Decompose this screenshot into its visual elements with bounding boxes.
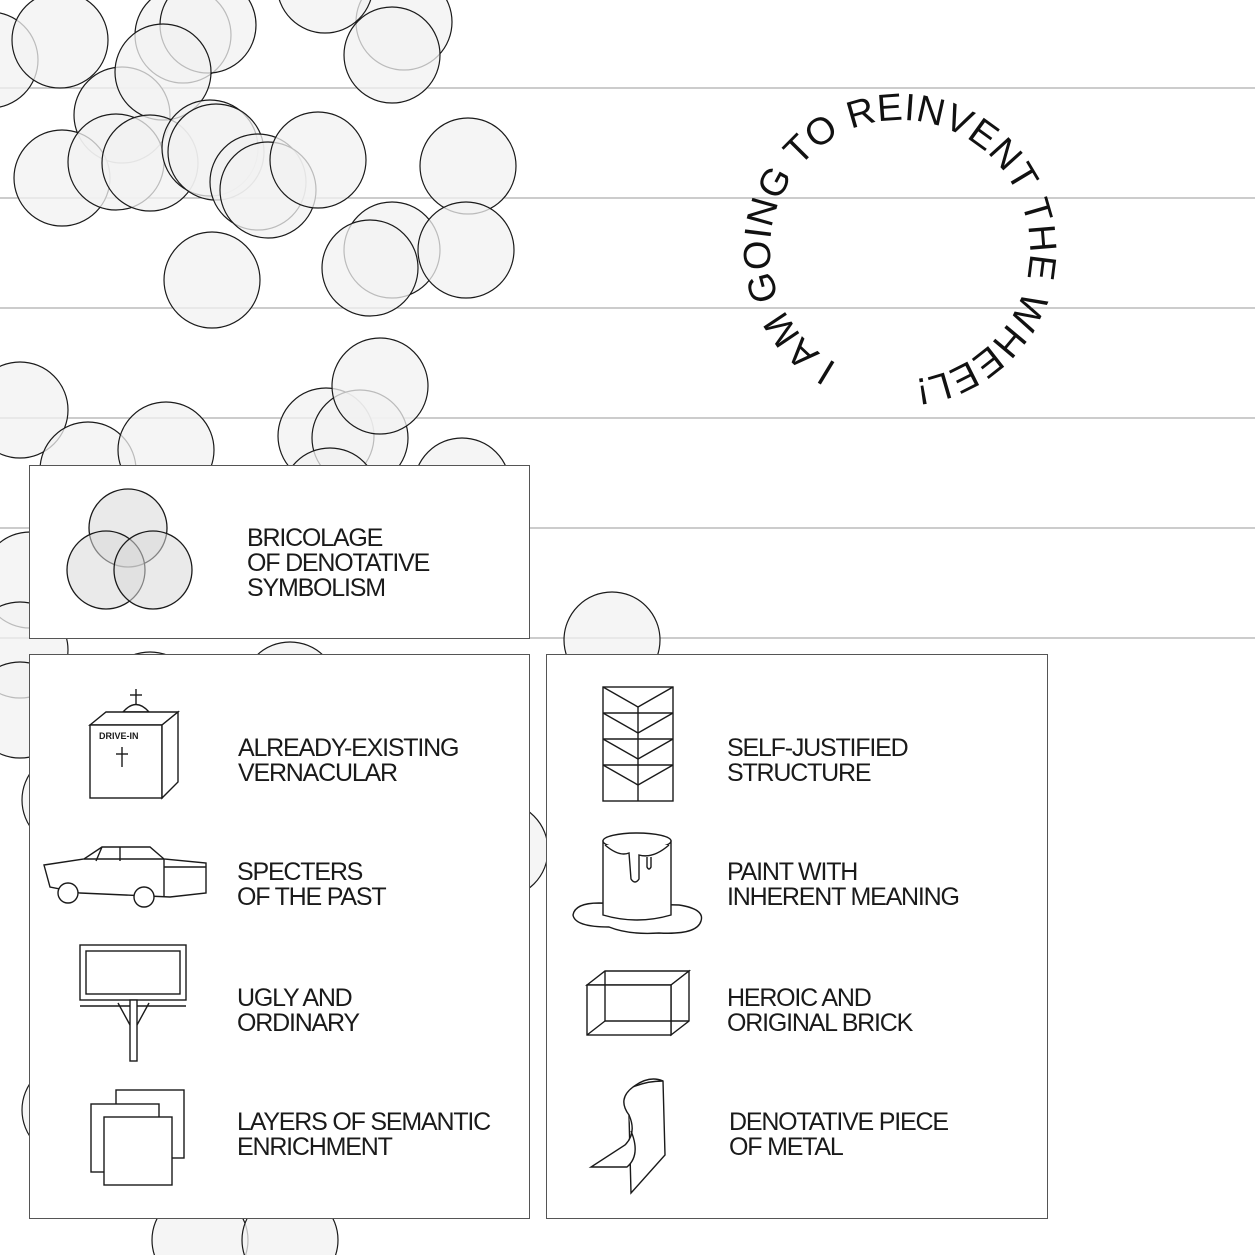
label-layers: LAYERS OF SEMANTIC ENRICHMENT [237, 1108, 491, 1161]
ring-text-path: I AM GOING TO REINVENT THE WHEEL! [737, 86, 1064, 411]
label-paint: PAINT WITH INHERENT MEANING [727, 858, 960, 911]
label-self-justified: SELF-JUSTIFIED STRUCTURE [727, 734, 909, 787]
label-specters: SPECTERS OF THE PAST [237, 858, 387, 911]
brick-icon [584, 969, 692, 1037]
background-circle [321, 219, 419, 317]
bent-metal-icon [588, 1078, 666, 1195]
background-circle [269, 111, 367, 209]
label-metal: DENOTATIVE PIECE OF METAL [729, 1108, 949, 1161]
layers-icon [90, 1089, 185, 1186]
background-circle [343, 6, 441, 104]
chapel-icon: DRIVE-IN [88, 689, 180, 800]
ring-text: I AM GOING TO REINVENT THE WHEEL! [737, 86, 1064, 411]
ring-text-graphic: I AM GOING TO REINVENT THE WHEEL! [737, 86, 1064, 411]
legend-box-right: SELF-JUSTIFIED STRUCTURE PAINT WITH INHE… [546, 654, 1048, 1219]
legend-box-left: DRIVE-IN ALREADY-EXISTING VERNACULAR SPE… [29, 654, 530, 1219]
truss-icon [602, 686, 674, 802]
venn-icon [66, 488, 193, 610]
billboard-icon [79, 944, 187, 1062]
paint-can-icon [572, 832, 703, 935]
background-circle [417, 201, 515, 299]
background-circle [163, 231, 261, 329]
label-bricolage: BRICOLAGE OF DENOTATIVE SYMBOLISM [247, 524, 430, 602]
background-circle [278, 0, 372, 34]
car-icon [43, 846, 207, 908]
background-circle [331, 337, 429, 435]
background-circle [0, 361, 69, 459]
legend-box-top: BRICOLAGE OF DENOTATIVE SYMBOLISM [29, 465, 530, 639]
label-brick: HEROIC AND ORIGINAL BRICK [727, 984, 913, 1037]
label-ugly-ordinary: UGLY AND ORDINARY [237, 984, 360, 1037]
background-circle [11, 0, 109, 89]
background-circle [419, 117, 517, 215]
chapel-sign-text: DRIVE-IN [99, 731, 139, 741]
label-already-existing: ALREADY-EXISTING VERNACULAR [238, 734, 459, 787]
